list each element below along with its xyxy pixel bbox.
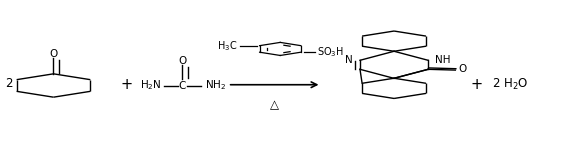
Text: NH$_2$: NH$_2$ [205,79,226,92]
Text: +: + [471,77,483,92]
Text: 2 H$_2$O: 2 H$_2$O [492,77,528,92]
Text: N: N [345,55,353,65]
Text: SO$_3$H: SO$_3$H [317,45,344,59]
Text: 2: 2 [5,77,13,90]
Text: H$_3$C: H$_3$C [217,39,237,53]
Text: NH: NH [435,55,451,65]
Text: H$_2$N: H$_2$N [140,79,162,92]
Text: +: + [121,77,133,92]
Text: O: O [50,49,57,59]
Text: O: O [178,56,187,66]
Text: △: △ [270,98,279,111]
Text: C: C [179,81,186,90]
Text: O: O [459,64,467,74]
